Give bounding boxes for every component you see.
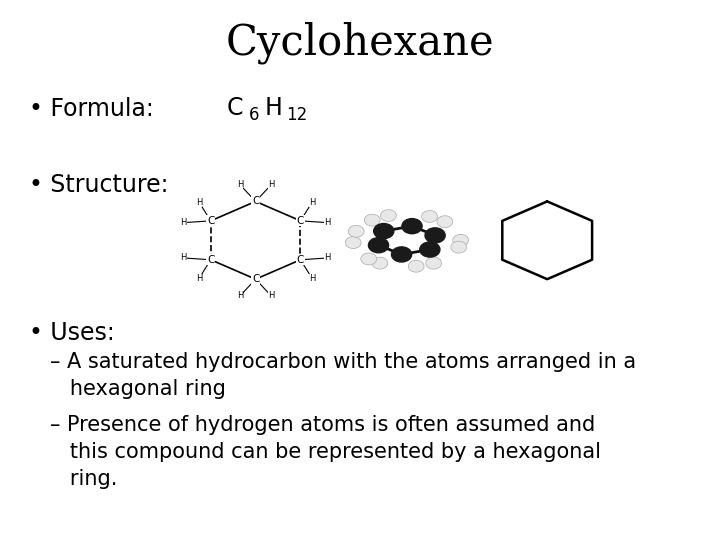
Text: H: H [180,253,186,262]
Text: H: H [196,198,202,207]
Text: C: C [207,216,215,226]
Text: H: H [237,292,243,300]
Circle shape [453,234,469,246]
Text: H: H [268,292,274,300]
Circle shape [392,247,412,262]
Text: H: H [309,274,315,283]
Text: H: H [268,180,274,189]
Text: C: C [297,216,304,226]
Text: H: H [325,218,331,227]
Text: H: H [264,96,282,120]
Circle shape [420,242,440,257]
Circle shape [425,228,445,243]
Circle shape [402,219,422,234]
Circle shape [364,214,380,226]
Circle shape [346,237,361,248]
Text: • Formula:: • Formula: [29,97,168,121]
Text: H: H [325,253,331,262]
Text: C: C [252,274,259,284]
Text: H: H [196,274,202,283]
Text: 12: 12 [287,106,308,124]
Text: Cyclohexane: Cyclohexane [225,22,495,64]
Text: • Structure:: • Structure: [29,173,168,197]
Text: C: C [227,96,243,120]
Circle shape [380,210,396,221]
Text: C: C [297,255,304,265]
Text: – Presence of hydrogen atoms is often assumed and
   this compound can be repres: – Presence of hydrogen atoms is often as… [50,415,601,489]
Text: 6: 6 [248,106,259,124]
Text: • Uses:: • Uses: [29,321,114,345]
Text: H: H [309,198,315,207]
Text: H: H [237,180,243,189]
Circle shape [348,225,364,237]
Text: H: H [180,218,186,227]
Circle shape [422,211,438,222]
Circle shape [372,257,388,269]
Circle shape [426,257,441,269]
Circle shape [369,238,389,253]
Text: C: C [252,197,259,206]
Text: C: C [207,255,215,265]
Circle shape [437,216,453,228]
Circle shape [451,241,467,253]
Text: – A saturated hydrocarbon with the atoms arranged in a
   hexagonal ring: – A saturated hydrocarbon with the atoms… [50,352,636,399]
Circle shape [408,260,424,272]
Circle shape [361,253,377,265]
Circle shape [374,224,394,239]
